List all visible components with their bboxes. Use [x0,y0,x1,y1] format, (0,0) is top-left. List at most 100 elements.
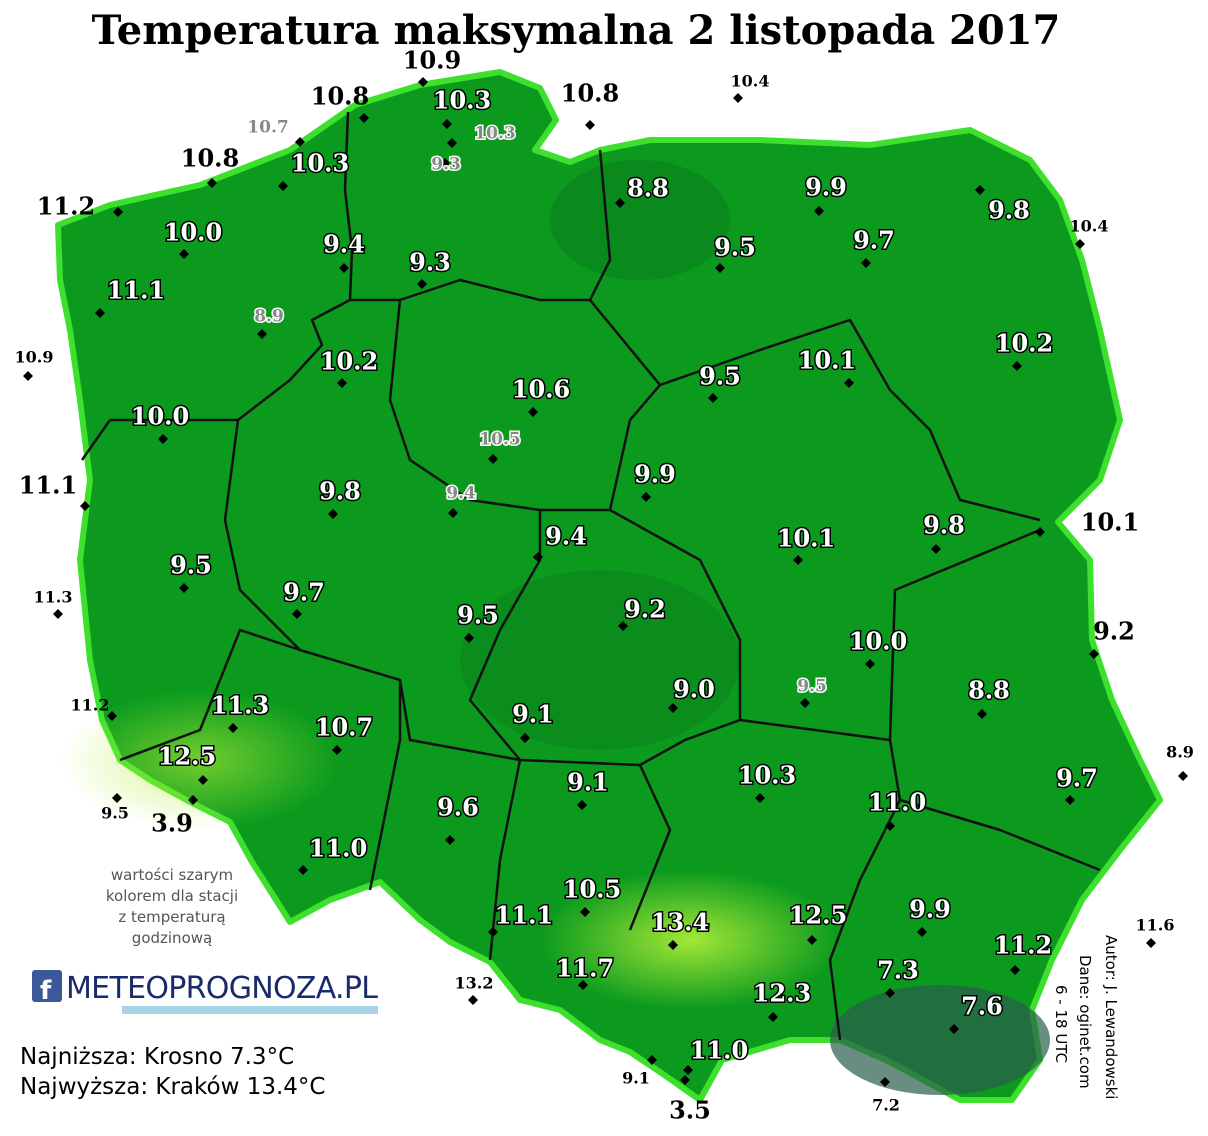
station-marker [1075,239,1085,249]
station-value: 9.9 [634,460,676,489]
station-marker [468,995,478,1005]
logo-icon [32,970,62,1002]
station-marker [295,137,305,147]
station-value: 9.3 [431,155,461,175]
station-value: 11.0 [690,1036,748,1065]
station-marker [488,454,498,464]
station-marker [528,407,538,417]
station-value: 9.5 [457,601,499,630]
station-value: 10.1 [1081,508,1139,537]
station-value: 9.7 [283,578,325,607]
station-marker [328,509,338,519]
station-value: 10.8 [311,82,369,111]
station-marker [447,138,457,148]
station-value: 11.2 [71,696,110,715]
station-marker [1178,771,1188,781]
station-value: 8.9 [1166,743,1194,762]
station-value: 10.0 [131,402,189,431]
station-marker [228,723,238,733]
station-marker [768,1012,778,1022]
credit: Autor: J. Lewandowski [1102,935,1120,1099]
station-value: 9.2 [624,595,666,624]
station-marker [1089,649,1099,659]
station-value: 13.2 [455,974,494,993]
warm-area [540,870,840,1010]
station-marker [755,793,765,803]
station-marker [733,93,743,103]
station-value: 9.7 [853,226,895,255]
station-marker [1012,361,1022,371]
station-marker [95,308,105,318]
station-value: 10.7 [247,118,288,138]
station-value: 10.9 [15,348,54,367]
station-marker [580,907,590,917]
station-value: 12.5 [158,742,216,771]
station-value: 9.4 [446,484,476,504]
note-line: godzinową [132,929,212,947]
station-marker [298,865,308,875]
station-marker [800,698,810,708]
logo-icon-letter: f [40,976,52,1006]
station-marker [1146,938,1156,948]
station-value: 10.3 [291,149,349,178]
station-value: 11.6 [1136,916,1175,935]
station-value: 8.8 [627,174,669,203]
station-value: 9.1 [622,1069,650,1088]
station-value: 8.9 [254,307,284,327]
station-value: 9.9 [909,895,951,924]
station-value: 7.6 [961,992,1003,1021]
station-marker [708,393,718,403]
station-value: 11.1 [107,276,165,305]
station-value: 10.7 [315,713,373,742]
station-value: 9.5 [101,804,129,823]
station-marker [359,113,369,123]
station-value: 9.1 [512,700,554,729]
station-marker [464,633,474,643]
station-value: 10.2 [995,329,1053,358]
station-marker [641,492,651,502]
station-marker [257,329,267,339]
station-value: 9.6 [437,793,479,822]
station-marker [865,659,875,669]
station-value: 7.2 [872,1096,900,1115]
station-marker [339,263,349,273]
station-marker [931,544,941,554]
station-marker [668,703,678,713]
credit: 6 - 18 UTC [1052,985,1070,1063]
station-value: 10.3 [738,761,796,790]
station-marker [814,206,824,216]
station-marker [647,1055,657,1065]
station-value: 7.3 [877,956,919,985]
station-marker [885,988,895,998]
summary-line: Najniższa: Krosno 7.3°C [20,1044,294,1070]
credit: Dane: oginet.com [1076,955,1094,1089]
cool-area [460,570,740,750]
station-marker [880,1077,890,1087]
station-marker [533,552,543,562]
station-labels: 10.3 10.3 10.0 9.4 9.3 8.8 9.9 9.5 9.7 9.8 11.1 10.… [15,46,1194,1125]
station-value: 9.4 [323,230,365,259]
station-marker [337,378,347,388]
station-value: 3.5 [669,1096,711,1125]
station-value: 11.1 [19,471,77,500]
station-value: 9.4 [545,522,587,551]
station-marker [278,181,288,191]
station-marker [861,258,871,268]
station-marker [1065,795,1075,805]
station-value: 10.1 [798,346,856,375]
station-marker [332,745,342,755]
station-value: 11.2 [994,931,1052,960]
station-value: 9.8 [988,196,1030,225]
station-value: 9.2 [1093,617,1135,646]
station-value: 11.7 [556,954,614,983]
station-marker [520,733,530,743]
station-marker [417,279,427,289]
voivodeship-borders [80,111,1101,1041]
station-value: 11.2 [37,192,95,221]
station-value: 10.8 [561,79,619,108]
station-value: 9.1 [567,768,609,797]
station-marker [158,434,168,444]
station-value: 9.5 [170,551,212,580]
station-value: 10.0 [164,218,222,247]
station-value: 10.5 [563,875,621,904]
